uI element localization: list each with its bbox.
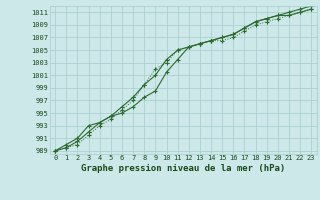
X-axis label: Graphe pression niveau de la mer (hPa): Graphe pression niveau de la mer (hPa) [81, 164, 285, 173]
